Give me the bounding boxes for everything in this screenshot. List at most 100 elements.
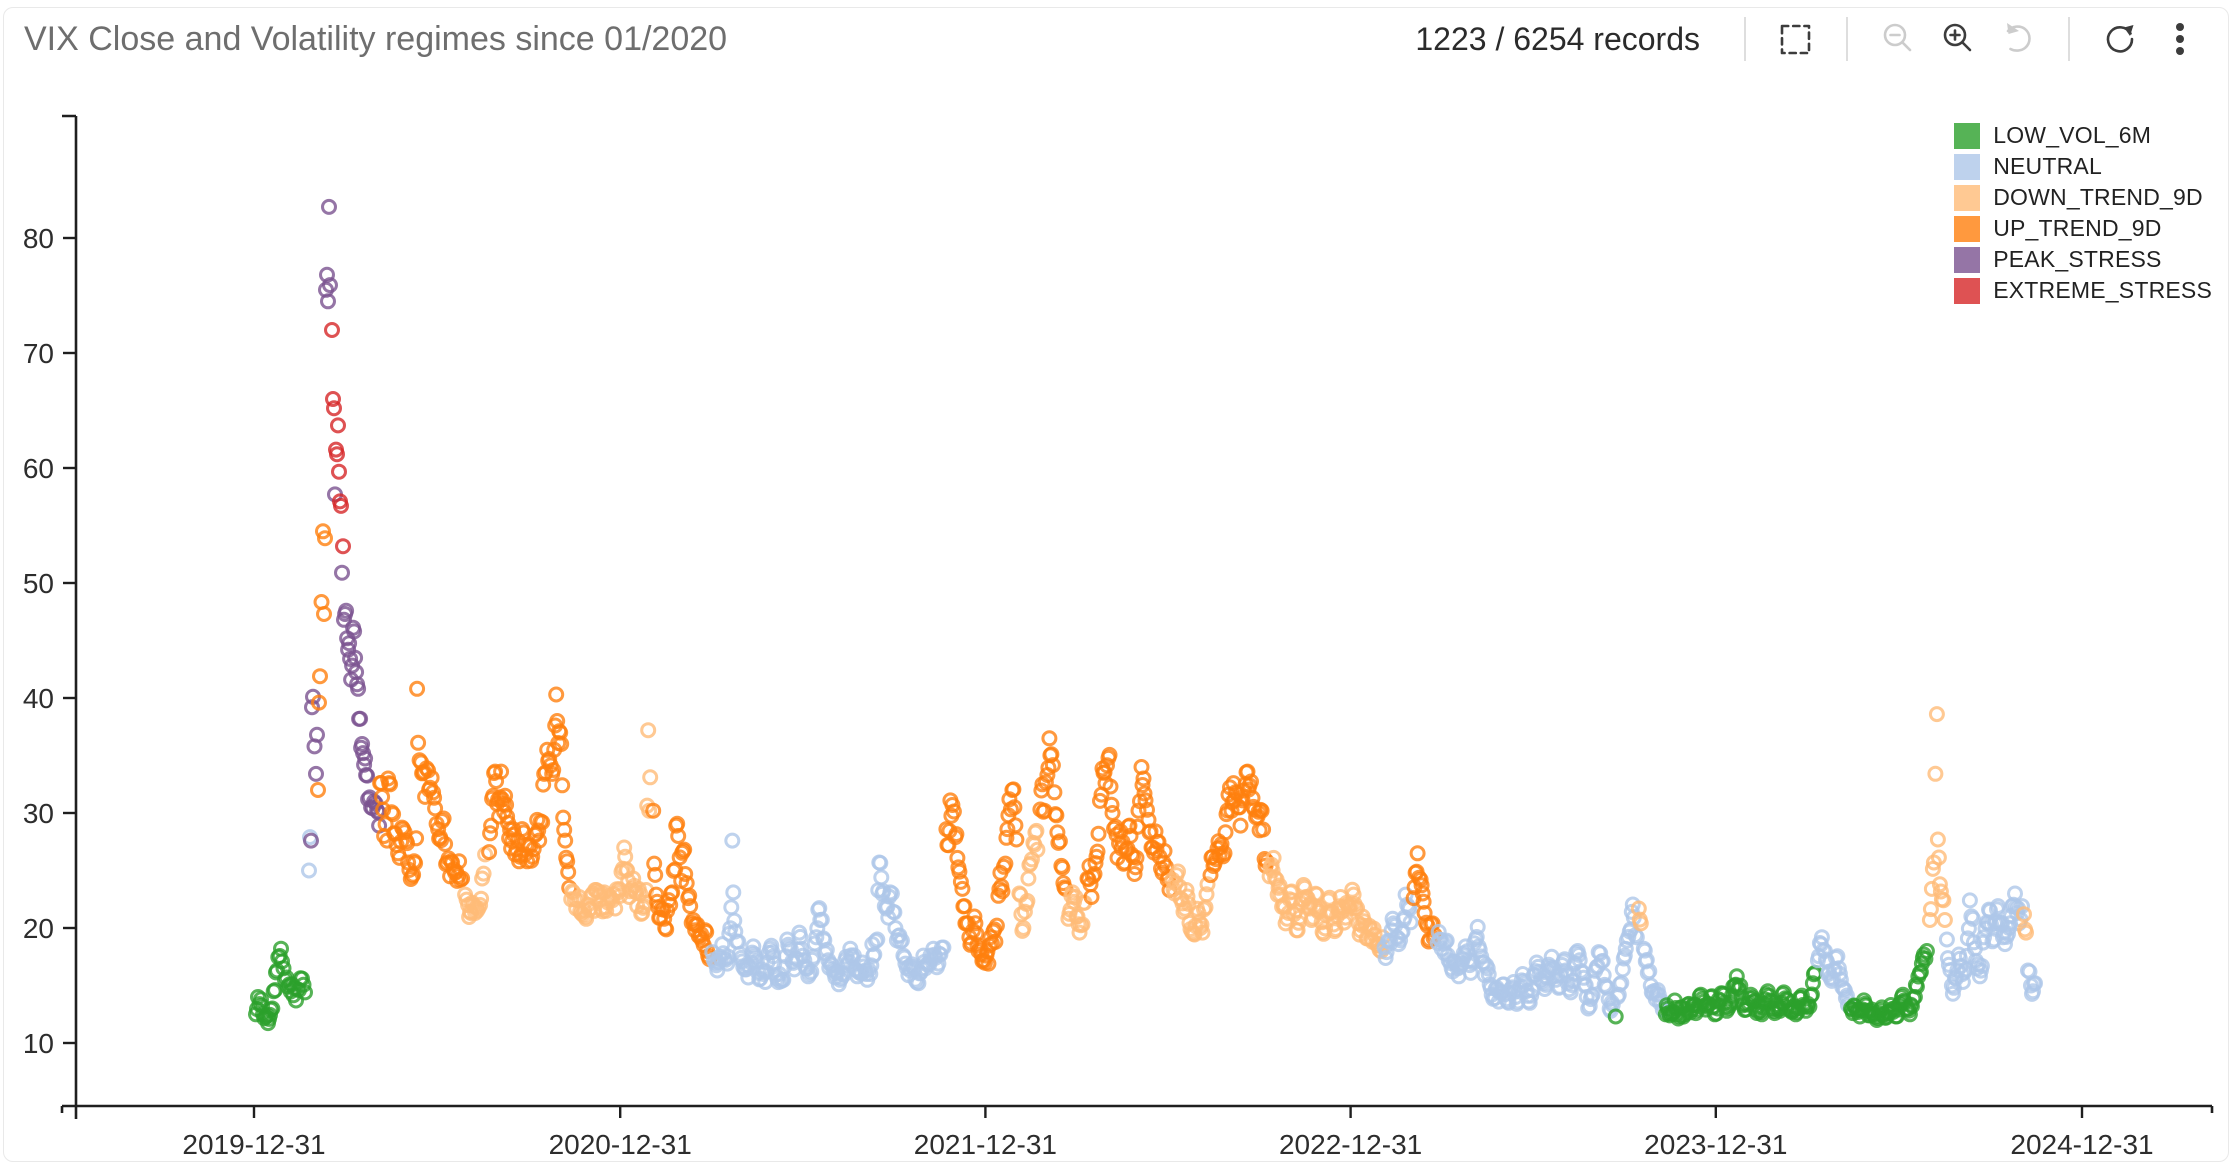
legend-swatch [1954, 246, 1981, 273]
legend-item[interactable]: DOWN_TREND_9D [1954, 182, 2212, 213]
data-point [1128, 849, 1145, 866]
data-point [1964, 910, 1981, 927]
data-point [997, 855, 1014, 872]
data-point [325, 391, 341, 407]
data-point [338, 602, 355, 619]
data-point [554, 777, 571, 794]
data-point [966, 908, 983, 925]
legend-item[interactable]: EXTREME_STRESS [1954, 275, 2212, 306]
data-point [998, 829, 1015, 846]
data-point [530, 822, 547, 839]
legend: LOW_VOL_6M NEUTRAL DOWN_TREND_9D UP_TREND_9… [1954, 120, 2212, 306]
data-point [559, 853, 576, 870]
data-point [1921, 912, 1938, 928]
data-point [433, 832, 450, 849]
tick-label: 50 [23, 568, 54, 599]
refresh-button[interactable] [2098, 17, 2142, 61]
data-point [1616, 947, 1633, 964]
data-point [1402, 914, 1419, 931]
scatter-points[interactable] [248, 198, 2043, 1032]
data-point [322, 277, 338, 294]
legend-item[interactable]: UP_TREND_9D [1954, 213, 2212, 244]
data-point [451, 853, 468, 870]
data-point [658, 921, 675, 938]
data-point [1636, 942, 1653, 959]
data-point [1046, 784, 1063, 801]
data-point [869, 931, 886, 948]
data-point [1016, 903, 1033, 920]
data-point [308, 765, 324, 782]
data-point [1413, 877, 1430, 894]
tick-label: 2023-12-31 [1644, 1129, 1787, 1160]
data-point [545, 762, 562, 778]
zoom-in-button[interactable] [1936, 17, 1980, 61]
data-point [1086, 866, 1103, 882]
data-point [330, 417, 346, 434]
data-point [350, 680, 367, 697]
data-point [1365, 920, 1382, 937]
box-select-button[interactable] [1774, 17, 1818, 61]
data-point [303, 832, 319, 849]
data-point [1931, 876, 1948, 893]
legend-item[interactable]: NEUTRAL [1954, 151, 2212, 182]
data-point [319, 266, 335, 283]
data-point [1134, 777, 1151, 793]
data-point [1156, 843, 1173, 859]
data-point [1414, 885, 1431, 902]
data-point [487, 763, 504, 780]
legend-label: DOWN_TREND_9D [1993, 184, 2203, 210]
data-point [473, 890, 490, 907]
data-point [310, 782, 326, 798]
data-point [1917, 950, 1934, 967]
legend-item[interactable]: LOW_VOL_6M [1954, 120, 2212, 151]
data-point [883, 885, 900, 902]
axes: 10 20 30 40 50 60 70 80 2019-12-31 2020-12-31 2021… [23, 114, 2214, 1160]
data-point [1918, 943, 1935, 959]
data-point [312, 668, 328, 685]
data-point [1006, 799, 1023, 816]
more-menu-button[interactable] [2158, 17, 2202, 61]
data-point [482, 825, 499, 842]
data-point [1377, 950, 1394, 966]
data-point [354, 736, 371, 752]
data-point [642, 769, 659, 786]
data-point [315, 523, 331, 540]
data-point [309, 726, 325, 743]
data-point [1008, 831, 1025, 848]
undo-button [1996, 17, 2040, 61]
header: VIX Close and Volatility regimes since 0… [4, 8, 2228, 70]
data-point [295, 976, 312, 993]
tick-label: 60 [23, 453, 54, 484]
data-point [1632, 915, 1649, 932]
legend-swatch [1954, 277, 1981, 304]
data-point [329, 446, 345, 463]
plot-area[interactable]: 10 20 30 40 50 60 70 80 2019-12-31 2020-12-31 2021… [4, 66, 2229, 1162]
data-point [1932, 883, 1949, 900]
data-point [427, 800, 444, 817]
legend-swatch [1954, 184, 1981, 211]
data-point [763, 937, 780, 954]
data-point [873, 869, 890, 886]
data-point [988, 917, 1005, 934]
data-point [1804, 975, 1821, 992]
data-point [2000, 925, 2016, 942]
tick-label: 70 [23, 338, 54, 369]
data-point [2027, 975, 2043, 992]
data-point [1903, 998, 1920, 1015]
tick-label: 40 [23, 683, 54, 714]
data-point [274, 953, 290, 970]
data-point [930, 955, 947, 972]
data-point [1936, 912, 1953, 928]
data-point [951, 863, 968, 880]
legend-label: EXTREME_STRESS [1993, 277, 2212, 303]
legend-item[interactable]: PEAK_STRESS [1954, 244, 2212, 275]
data-point [656, 910, 673, 927]
data-point [1071, 924, 1088, 941]
data-point [646, 855, 663, 872]
data-point [1438, 932, 1455, 949]
data-point [1265, 849, 1282, 866]
data-point [698, 924, 715, 940]
data-point [1392, 932, 1409, 949]
tick-label: 10 [23, 1028, 54, 1059]
data-point [1043, 746, 1060, 763]
